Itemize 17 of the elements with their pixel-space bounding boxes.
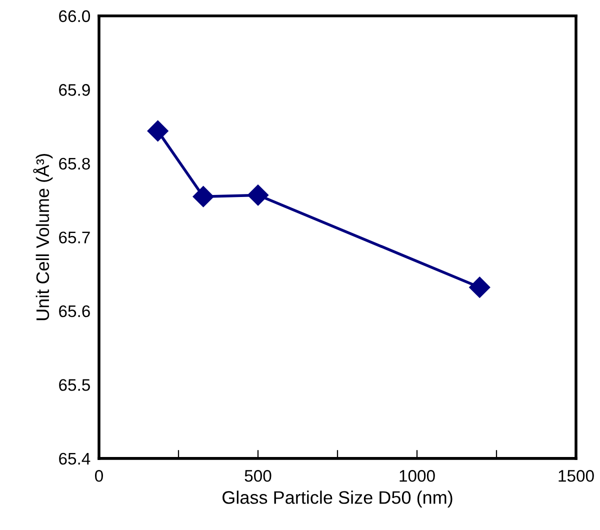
point <box>192 186 214 208</box>
y-tick-label: 65.5 <box>59 379 90 391</box>
y-tick-label: 65.6 <box>59 305 90 318</box>
y-tick-label: 65.9 <box>59 84 90 96</box>
x-axis-title: Glass Particle Size D50 (nm) <box>222 490 452 508</box>
point <box>147 120 168 142</box>
point <box>469 276 490 298</box>
y-axis-title: Unit Cell Volume (Å³) <box>33 154 53 320</box>
y-tick-label: 65.8 <box>59 158 90 170</box>
x-tick-label: 500 <box>244 470 272 482</box>
x-tick-label: 1500 <box>558 470 594 482</box>
x-tick-label: 1000 <box>400 470 435 482</box>
y-tick-label: 65.7 <box>59 232 90 244</box>
point <box>247 184 269 206</box>
y-tick-label: 65.4 <box>59 452 90 465</box>
y-tick-label: 66.0 <box>59 10 90 22</box>
x-tick-label: 0 <box>95 470 103 482</box>
